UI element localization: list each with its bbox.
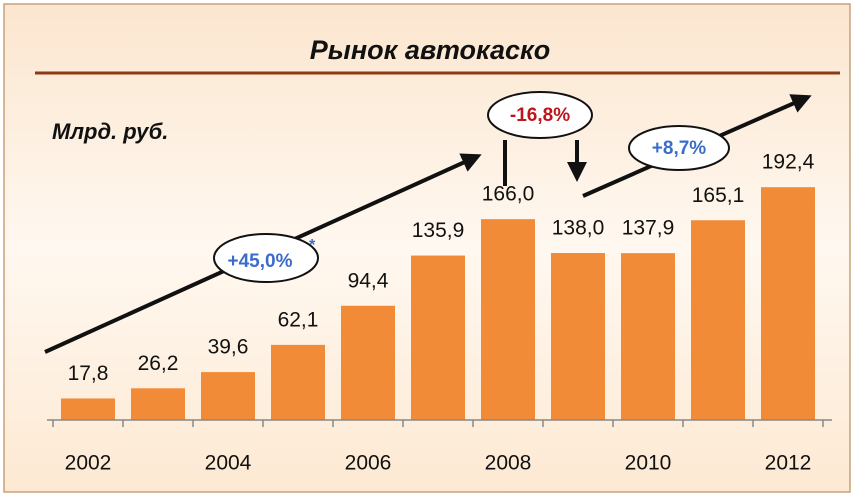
callout — [487, 91, 593, 139]
bar — [481, 219, 535, 420]
bar — [61, 398, 115, 420]
value-label: 165,1 — [692, 184, 745, 207]
chart-title: Рынок автокаско — [310, 35, 550, 65]
x-tick-label: 2008 — [485, 452, 532, 475]
bar — [411, 255, 465, 420]
bar — [131, 388, 185, 420]
value-label: 26,2 — [138, 352, 179, 375]
value-label: 192,4 — [762, 151, 815, 174]
annotation: -16,8% — [510, 105, 570, 126]
bar — [271, 344, 325, 420]
value-label: 62,1 — [278, 308, 319, 331]
x-tick-label: 2004 — [205, 452, 252, 475]
callout — [628, 125, 730, 171]
annotation: +45,0% — [228, 251, 293, 272]
callout — [213, 233, 319, 283]
bar — [341, 305, 395, 420]
value-label: 39,6 — [208, 336, 249, 359]
value-label: 137,9 — [622, 217, 675, 240]
x-tick-label: 2010 — [625, 452, 672, 475]
bar — [551, 253, 605, 420]
bar — [201, 372, 255, 420]
annotation: +8,7% — [652, 138, 707, 159]
x-tick-label: 2012 — [765, 452, 812, 475]
value-label: 17,8 — [68, 362, 109, 385]
x-tick-label: 2006 — [345, 452, 392, 475]
value-label: 166,0 — [482, 183, 535, 206]
subtitle: Млрд. руб. — [52, 119, 168, 144]
x-tick-label: 2002 — [65, 452, 112, 475]
bar — [621, 253, 675, 420]
value-label: 135,9 — [412, 219, 465, 242]
value-label: 94,4 — [348, 269, 389, 292]
annotation: * — [309, 237, 316, 254]
bar — [691, 220, 745, 420]
bar — [761, 187, 815, 420]
value-label: 138,0 — [552, 217, 605, 240]
